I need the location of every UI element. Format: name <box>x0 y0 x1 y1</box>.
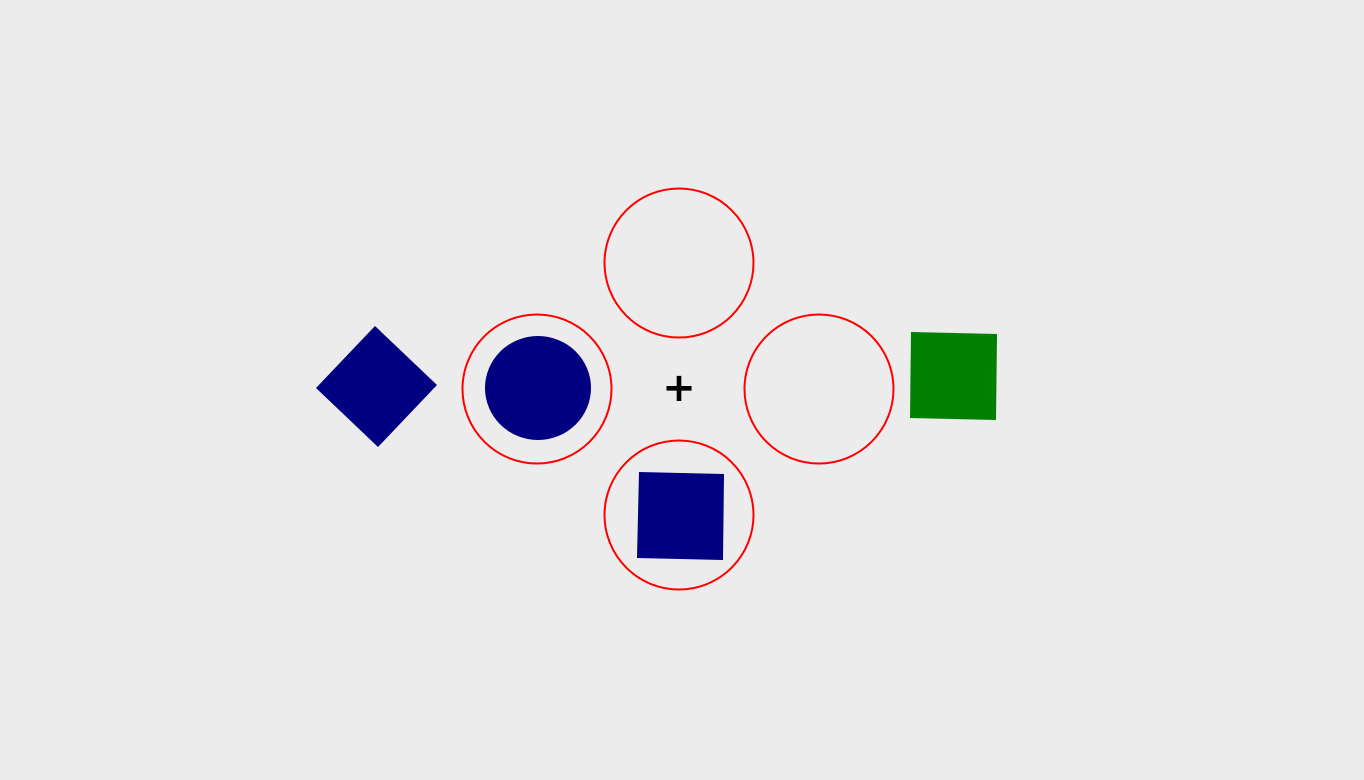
ring-left[interactable] <box>461 313 613 465</box>
ring-bottom[interactable] <box>603 439 755 591</box>
green-square-shape <box>910 332 997 420</box>
ring-top[interactable] <box>603 187 755 339</box>
fixation-cross: + <box>662 365 696 411</box>
blue-circle-shape <box>485 336 591 440</box>
blue-square-shape <box>637 472 724 560</box>
blue-diamond-shape <box>316 326 437 447</box>
ring-right[interactable] <box>743 313 895 465</box>
